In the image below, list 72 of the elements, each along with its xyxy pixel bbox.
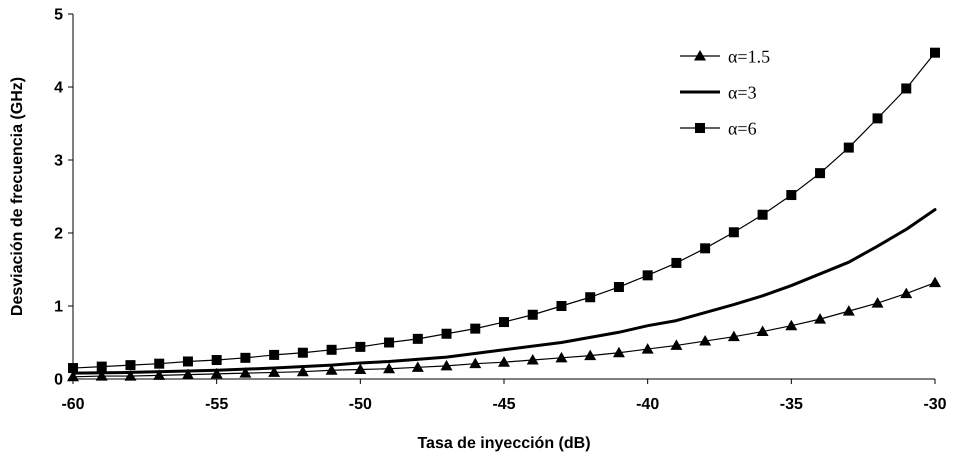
y-tick-label: 4 [54, 80, 64, 97]
y-tick-label: 2 [54, 226, 64, 243]
x-tick-label: -40 [636, 396, 660, 413]
point [154, 358, 164, 369]
y-tick-label: 5 [54, 6, 64, 24]
point [469, 358, 482, 368]
y-tick-label: 3 [54, 152, 64, 170]
point [756, 326, 769, 336]
point [526, 354, 539, 365]
point [699, 335, 712, 346]
legend-label: α=6 [728, 118, 757, 138]
point [355, 342, 366, 352]
x-tick-label: -60 [61, 396, 85, 413]
point [499, 317, 509, 328]
y-axis-title: Desviación de frecuencia (GHz) [9, 76, 26, 316]
point [556, 301, 566, 311]
point [612, 346, 625, 358]
point [642, 343, 654, 354]
point [786, 190, 796, 200]
point [298, 348, 308, 358]
point [728, 330, 740, 342]
x-axis-title: Tasa de inyección (dB) [417, 435, 591, 452]
point [700, 243, 710, 254]
point [412, 361, 424, 372]
y-tick-label: 1 [54, 298, 64, 316]
legend-label: α=1.5 [728, 46, 770, 66]
point [585, 292, 596, 302]
point [125, 360, 136, 370]
point [182, 356, 193, 366]
point [412, 334, 423, 344]
point [785, 320, 798, 330]
point [758, 210, 768, 220]
point [930, 48, 940, 58]
point [670, 339, 682, 350]
point [96, 362, 107, 372]
point [555, 352, 568, 362]
y-tick-label: 0 [54, 372, 64, 389]
point [442, 328, 452, 339]
point [844, 142, 854, 153]
point [528, 310, 538, 320]
point [210, 368, 223, 378]
point [901, 83, 912, 94]
x-tick-label: -55 [205, 396, 228, 413]
point [384, 338, 394, 348]
point [240, 352, 250, 363]
point [842, 305, 855, 316]
x-tick-label: -50 [348, 396, 372, 413]
point [614, 282, 624, 292]
point [642, 270, 653, 280]
point [354, 364, 366, 374]
x-tick-label: -35 [780, 396, 803, 413]
point [671, 258, 682, 268]
point [269, 350, 280, 360]
point [383, 362, 396, 374]
x-tick-label: -30 [923, 396, 947, 413]
point [872, 113, 883, 124]
point [498, 356, 510, 367]
point [929, 276, 941, 288]
point [814, 313, 826, 324]
point [212, 355, 222, 366]
point [470, 324, 480, 334]
legend-label: α=3 [728, 82, 757, 102]
point [584, 350, 596, 360]
point [326, 344, 337, 355]
point [153, 369, 166, 380]
point [440, 360, 453, 370]
x-tick-label: -45 [492, 396, 516, 413]
point [815, 168, 826, 178]
point [900, 288, 912, 298]
point [728, 227, 739, 238]
point [68, 363, 78, 374]
point [872, 297, 884, 308]
